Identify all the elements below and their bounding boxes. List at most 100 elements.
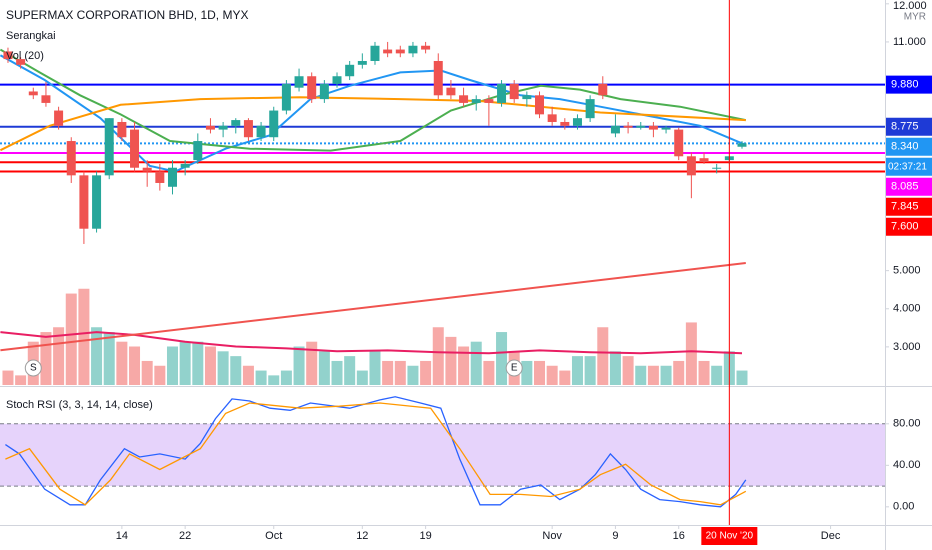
indicator-line <box>0 262 746 352</box>
candle-body <box>193 141 203 161</box>
volume-bar <box>53 327 65 385</box>
volume-bar <box>698 360 710 385</box>
x-tick-label: 9 <box>612 530 618 542</box>
volume-bar <box>255 370 267 385</box>
volume-bar <box>660 365 672 385</box>
price-label-box <box>886 177 932 196</box>
candle-body <box>54 110 64 126</box>
event-marker <box>24 359 42 377</box>
volume-bar <box>230 356 242 385</box>
candle-body <box>497 83 507 103</box>
candle-body <box>319 83 329 100</box>
y-tick-label: 11.000 <box>893 36 926 48</box>
volume-bar <box>293 346 305 385</box>
volume-ma <box>0 331 743 355</box>
x-tick-label: Oct <box>265 530 282 542</box>
price-label: 8.340 <box>891 141 919 153</box>
candle-body <box>547 114 557 122</box>
candle-body <box>648 125 658 130</box>
candle-body <box>332 76 342 84</box>
volume-bar <box>129 346 141 385</box>
chart-title: SUPERMAX CORPORATION BHD, 1D, MYX <box>6 8 248 22</box>
y-tick-label: 3.000 <box>893 341 921 353</box>
volume-bar <box>344 356 356 385</box>
candle-body <box>535 95 545 115</box>
candle-body <box>433 60 443 96</box>
price-label-box <box>886 75 932 94</box>
currency: MYR <box>904 12 926 23</box>
candle-body <box>92 175 102 229</box>
candle-body <box>585 99 595 119</box>
event-marker <box>505 359 523 377</box>
candle-body <box>408 45 418 54</box>
candle-body <box>79 175 89 229</box>
x-tick-label: Nov <box>542 530 562 542</box>
volume-bar <box>483 360 495 385</box>
candle-body <box>370 45 380 61</box>
volume-bar <box>356 370 368 385</box>
candle-body <box>560 121 570 126</box>
volume-bar <box>736 370 748 385</box>
volume-bar <box>470 341 482 385</box>
x-tick-label: 14 <box>116 530 128 542</box>
volume-bar <box>116 341 128 385</box>
candle-body <box>218 125 228 130</box>
x-tick-label: 12 <box>356 530 368 542</box>
indicator-line <box>0 54 747 173</box>
candle-body <box>269 110 279 138</box>
candle-body <box>674 129 684 157</box>
volume-bar <box>571 356 583 385</box>
candle-body <box>28 91 38 96</box>
candle-body <box>421 45 431 50</box>
volume-bar <box>622 356 634 385</box>
crosshair-label: 20 Nov '20 <box>706 531 754 542</box>
stoch-line <box>5 396 747 508</box>
candle-body <box>395 49 405 54</box>
price-label-box <box>886 197 932 216</box>
volume-bar <box>711 365 723 385</box>
candle-body <box>66 141 76 176</box>
volume-bar <box>647 365 659 385</box>
volume-bar <box>559 370 571 385</box>
legend-label: Serangkai <box>6 30 56 42</box>
candle-body <box>130 129 140 168</box>
legend-label: Vol (20) <box>6 50 44 62</box>
volume-bar <box>382 360 394 385</box>
y-tick-label: 4.000 <box>893 303 921 315</box>
candle-body <box>572 118 582 126</box>
volume-bar <box>521 360 533 385</box>
volume-bar <box>609 351 621 385</box>
x-tick-label: Dec <box>821 530 841 542</box>
candle-body <box>522 95 532 100</box>
volume-bar <box>204 346 216 385</box>
volume-bar <box>432 327 444 385</box>
countdown: 02:37:21 <box>888 161 927 172</box>
candle-body <box>623 125 633 128</box>
candle-body <box>459 95 469 103</box>
volume-bar <box>141 360 153 385</box>
volume-bar <box>166 346 178 385</box>
candle-body <box>699 158 709 163</box>
candle-body <box>3 51 13 60</box>
volume-bar <box>394 360 406 385</box>
volume-bar <box>40 332 52 385</box>
y-tick-label: 40.00 <box>893 459 921 471</box>
candle-body <box>712 167 722 169</box>
volume-bar <box>268 375 280 385</box>
candle-body <box>231 120 241 126</box>
candle-body <box>142 167 152 172</box>
candle-body <box>281 83 291 111</box>
candle-body <box>357 60 367 65</box>
event-label: E <box>511 363 518 374</box>
volume-bar <box>407 365 419 385</box>
candle-body <box>243 120 253 138</box>
volume-bar <box>192 341 204 385</box>
volume-bar <box>318 351 330 385</box>
volume-bar <box>242 365 254 385</box>
band-fill <box>0 423 885 487</box>
volume-bar <box>154 365 166 385</box>
volume-bar <box>534 360 546 385</box>
y-tick-label: 12.000 <box>893 0 927 12</box>
